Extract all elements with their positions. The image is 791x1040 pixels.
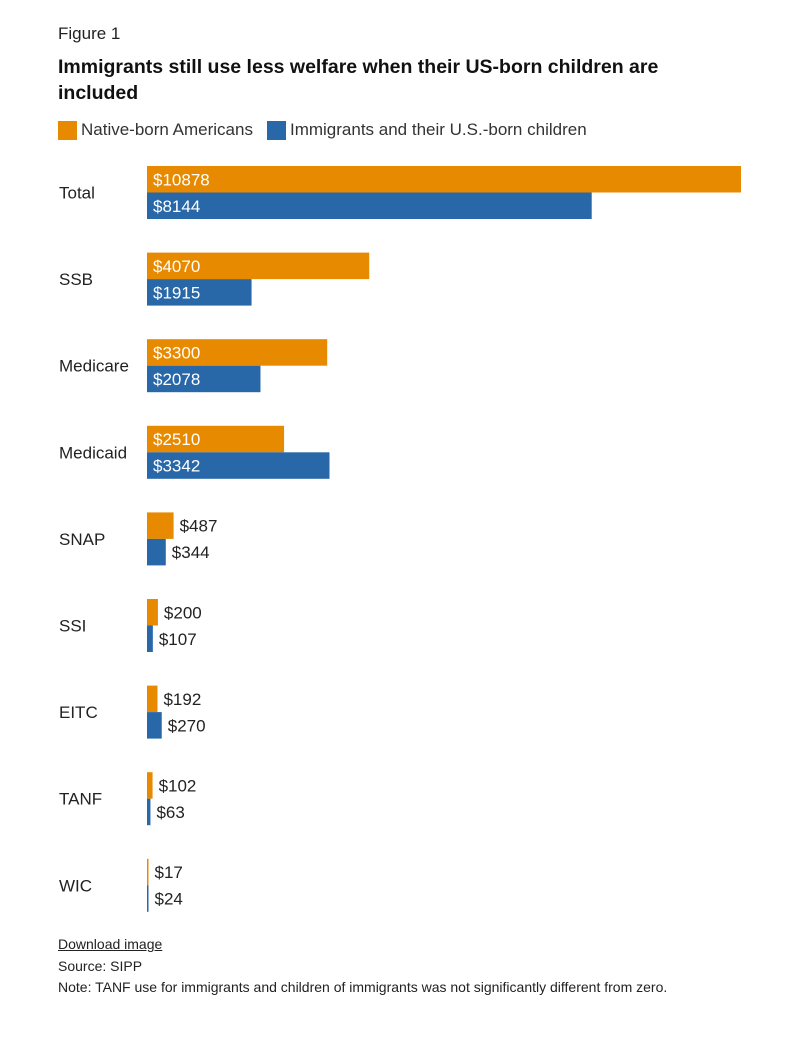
data-label-ssb-immigrant: $1915 [153, 283, 200, 302]
bar-medicaid-native [147, 425, 285, 453]
bar-total-native [147, 166, 741, 193]
category-label-tanf: TANF [59, 790, 102, 809]
data-label-eitc-immigrant: $270 [168, 716, 206, 735]
bar-tanf-native [147, 772, 153, 799]
legend-swatch-native [58, 120, 77, 140]
bar-chart: Total $10878 $8144 SSB $4070 $1915 Medicare $33… [59, 166, 741, 912]
legend-label-immigrant: Immigrants and their U.S.-born children [289, 120, 587, 139]
bar-eitc-native [147, 685, 158, 713]
category-label-wic: WIC [59, 876, 92, 895]
category-label-medicare: Medicare [59, 357, 129, 376]
bar-tanf-immigrant [147, 798, 151, 826]
note-text: Note: TANF use for immigrants and childr… [58, 979, 668, 995]
category-label-ssi: SSI [59, 617, 86, 636]
bar-eitc-immigrant [147, 712, 162, 739]
legend-label-native: Native-born Americans [81, 120, 253, 139]
data-label-eitc-native: $192 [163, 690, 201, 709]
category-label-eitc: EITC [59, 703, 98, 722]
data-label-medicare-immigrant: $2078 [153, 370, 200, 389]
chart-title: Immigrants still use less welfare when t… [58, 56, 659, 104]
bar-ssi-immigrant [147, 625, 153, 652]
data-label-tanf-immigrant: $63 [156, 803, 184, 822]
data-label-medicaid-immigrant: $3342 [153, 457, 200, 476]
bar-medicare-native [147, 339, 328, 366]
bar-ssb-native [147, 252, 370, 280]
data-label-ssb-native: $4070 [153, 257, 200, 276]
bar-total-immigrant [147, 192, 592, 219]
data-label-snap-native: $487 [180, 517, 218, 536]
data-label-total-native: $10878 [153, 170, 210, 189]
data-label-ssi-native: $200 [164, 603, 202, 622]
legend-swatch-immigrant [266, 120, 286, 140]
data-label-ssi-immigrant: $107 [159, 630, 197, 649]
source-text: Source: SIPP [58, 958, 143, 974]
legend: Native-born Americans Immigrants and the… [58, 120, 601, 140]
data-label-medicare-native: $3300 [153, 343, 200, 362]
bar-ssb-immigrant [147, 279, 252, 306]
data-label-wic-native: $17 [155, 863, 183, 882]
legend-item-immigrant: Immigrants and their U.S.-born children [266, 120, 587, 140]
data-label-medicaid-native: $2510 [153, 430, 200, 449]
footer: Download image Source: SIPP Note: TANF u… [58, 934, 738, 997]
data-label-total-immigrant: $8144 [153, 197, 200, 216]
bar-snap-immigrant [147, 538, 166, 566]
data-label-tanf-native: $102 [159, 776, 197, 795]
category-label-total: Total [59, 184, 95, 203]
bar-medicaid-immigrant [147, 452, 330, 479]
bar-medicare-immigrant [147, 365, 261, 393]
figure-label: Figure 1 [58, 24, 121, 43]
bar-snap-native [147, 512, 174, 539]
category-label-ssb: SSB [59, 270, 93, 289]
bar-wic-native [147, 858, 149, 886]
bar-ssi-native [147, 599, 158, 626]
data-label-snap-immigrant: $344 [172, 543, 210, 562]
bar-wic-immigrant [147, 885, 149, 912]
legend-item-native: Native-born Americans [58, 120, 253, 140]
data-label-wic-immigrant: $24 [155, 890, 183, 909]
category-label-snap: SNAP [59, 530, 105, 549]
download-image-link[interactable]: Download image [58, 936, 163, 952]
category-label-medicaid: Medicaid [59, 443, 127, 462]
